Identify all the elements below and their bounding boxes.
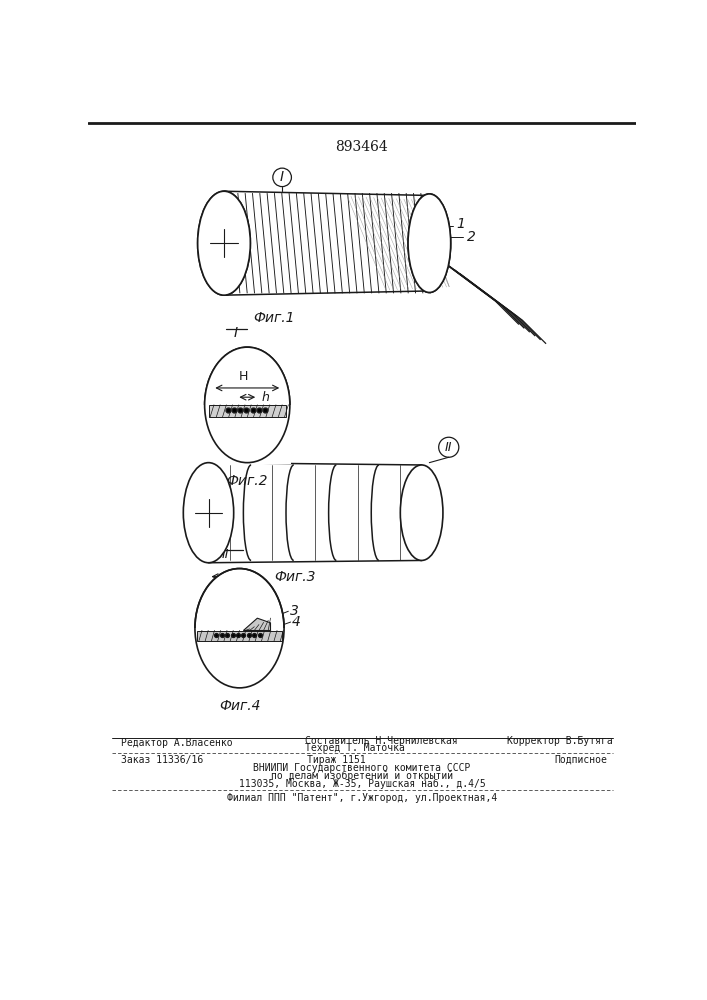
Text: Техред Т. Маточка: Техред Т. Маточка	[305, 743, 405, 753]
Bar	[194, 628, 286, 689]
Text: II: II	[445, 441, 452, 454]
Ellipse shape	[400, 465, 443, 560]
Polygon shape	[243, 618, 271, 631]
Text: Фиг.3: Фиг.3	[274, 570, 316, 584]
Text: H: H	[239, 370, 248, 383]
Text: по делам изобретений и открытий: по делам изобретений и открытий	[271, 771, 453, 781]
Text: ВНИИПИ Государственного комитета СССР: ВНИИПИ Государственного комитета СССР	[253, 763, 471, 773]
Ellipse shape	[408, 194, 450, 292]
Text: Корректор В.Бутяга: Корректор В.Бутяга	[507, 736, 613, 746]
Text: II: II	[222, 548, 229, 561]
Ellipse shape	[408, 194, 450, 292]
Text: 1: 1	[457, 217, 465, 231]
Text: Фиг.2: Фиг.2	[226, 474, 268, 488]
Text: Фиг.4: Фиг.4	[218, 699, 260, 713]
Ellipse shape	[198, 191, 250, 295]
Text: Редактор А.Власенко: Редактор А.Власенко	[121, 738, 233, 748]
Ellipse shape	[438, 437, 459, 457]
Ellipse shape	[198, 191, 250, 295]
Text: 113035, Москва, Ж-35, Раушская наб., д.4/5: 113035, Москва, Ж-35, Раушская наб., д.4…	[238, 779, 485, 789]
Text: H: H	[225, 583, 235, 596]
Text: 2: 2	[467, 230, 475, 244]
Text: Заказ 11336/16: Заказ 11336/16	[121, 755, 203, 765]
Ellipse shape	[183, 463, 234, 563]
Ellipse shape	[195, 569, 284, 688]
Text: Фиг.1: Фиг.1	[254, 311, 295, 325]
Text: I: I	[280, 170, 284, 184]
Bar	[209, 405, 286, 417]
Ellipse shape	[204, 347, 290, 463]
Text: Тираж 1151: Тираж 1151	[307, 755, 366, 765]
Bar	[197, 631, 281, 641]
Text: Составитель Н.Чернилевская: Составитель Н.Чернилевская	[305, 736, 458, 746]
Text: I: I	[233, 326, 238, 340]
Text: 3: 3	[290, 604, 299, 618]
Text: Филиал ППП "Патент", г.Ужгород, ул.Проектная,4: Филиал ППП "Патент", г.Ужгород, ул.Проек…	[227, 793, 497, 803]
Ellipse shape	[273, 168, 291, 187]
Bar	[203, 405, 291, 464]
Text: 893464: 893464	[336, 140, 388, 154]
Text: h: h	[261, 391, 269, 404]
Ellipse shape	[204, 347, 290, 463]
Text: Подписное: Подписное	[554, 755, 607, 765]
Text: 4: 4	[292, 615, 301, 629]
